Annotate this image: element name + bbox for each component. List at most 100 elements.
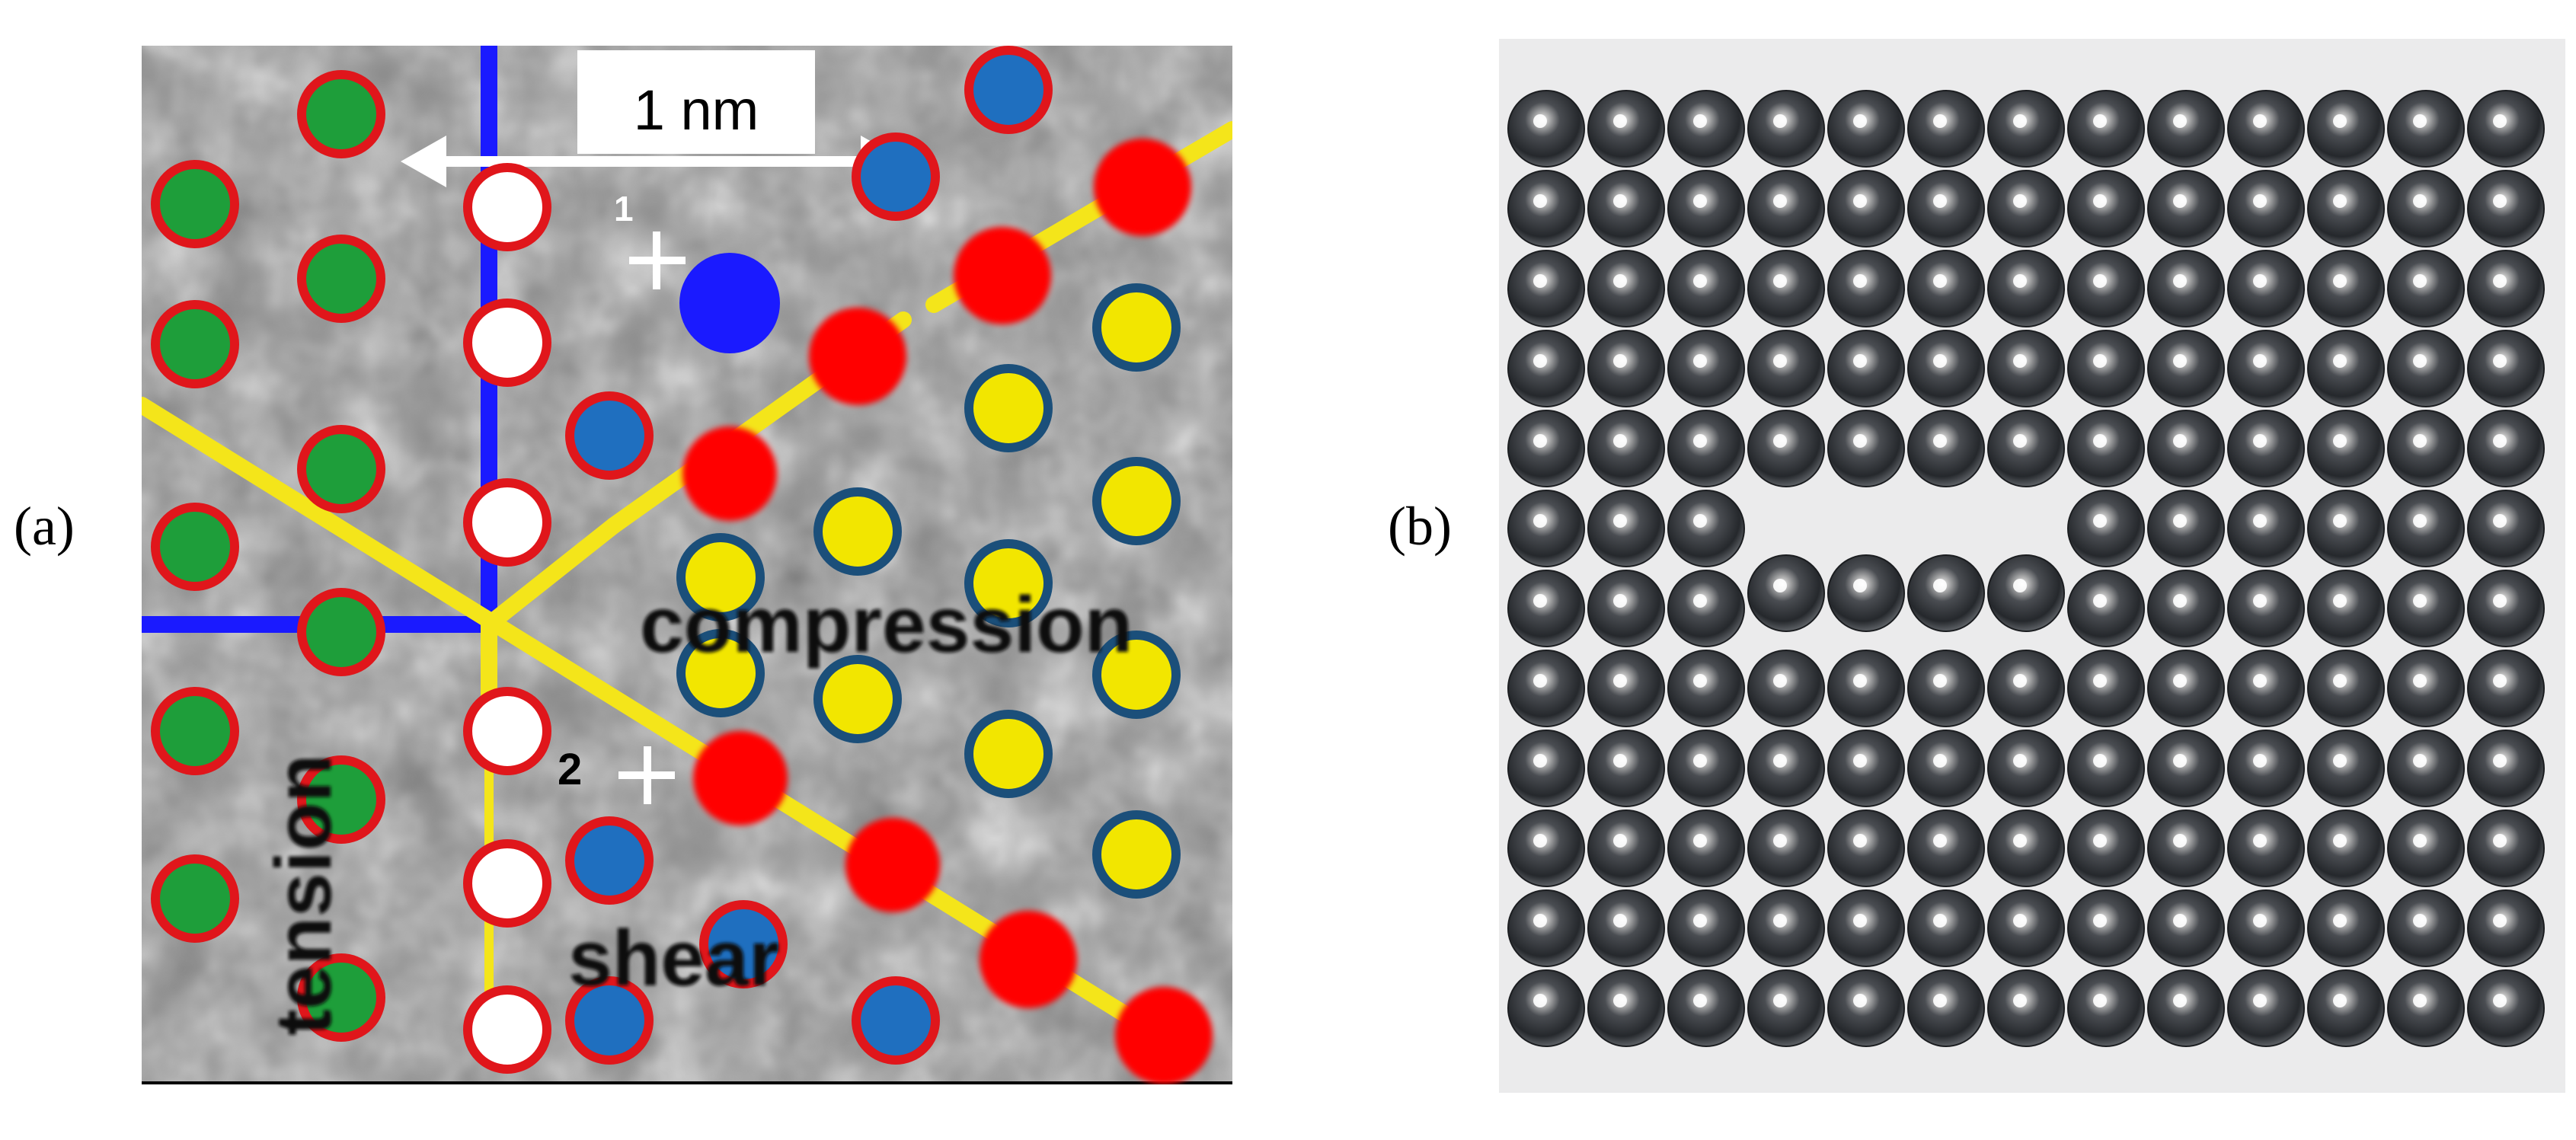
steel-ball — [2227, 570, 2305, 647]
steel-ball — [2467, 809, 2545, 887]
steel-ball — [1987, 330, 2065, 407]
panel-a-label: (a) — [14, 496, 75, 557]
yellow-branch-up — [481, 517, 622, 633]
steel-ball — [1907, 730, 1985, 807]
red-atoms — [682, 139, 1213, 1084]
steel-ball — [1507, 650, 1585, 727]
panel-a-hrtem-image: 1 nm — [142, 46, 1232, 1084]
steel-ball — [1587, 889, 1665, 967]
steel-ball — [1987, 410, 2065, 487]
steel-ball — [2147, 410, 2225, 487]
steel-ball — [2227, 809, 2305, 887]
steel-ball — [2067, 170, 2145, 247]
steel-ball — [1507, 490, 1585, 567]
steel-ball — [1667, 730, 1745, 807]
steel-ball — [1667, 889, 1745, 967]
steel-ball — [2307, 809, 2385, 887]
marker-1: 1 — [614, 189, 686, 289]
steel-ball — [2147, 969, 2225, 1047]
steel-ball — [1587, 809, 1665, 887]
steel-ball — [2227, 90, 2305, 168]
steel-ball — [2307, 170, 2385, 247]
steel-ball — [1827, 410, 1905, 487]
region-labels: compression shear tension — [260, 581, 1133, 1036]
steel-ball — [2387, 570, 2465, 647]
steel-ball — [2147, 250, 2225, 327]
steel-ball — [2387, 490, 2465, 567]
steel-ball — [1507, 170, 1585, 247]
steel-ball — [2307, 889, 2385, 967]
steel-ball — [1587, 90, 1665, 168]
steel-ball — [2467, 650, 2545, 727]
white-atoms — [463, 163, 551, 1074]
steel-ball — [1827, 650, 1905, 727]
steel-ball — [2387, 730, 2465, 807]
yellow-atoms — [676, 283, 1181, 899]
steel-ball — [2147, 809, 2225, 887]
steel-ball — [1587, 250, 1665, 327]
steel-ball — [2307, 90, 2385, 168]
steel-ball — [1587, 170, 1665, 247]
steel-ball — [1907, 554, 1985, 632]
marker-2: 2 — [558, 745, 675, 804]
steel-ball — [2307, 410, 2385, 487]
steel-ball — [1987, 730, 2065, 807]
steel-ball — [2307, 969, 2385, 1047]
steel-ball — [1907, 90, 1985, 168]
steel-ball — [1587, 410, 1665, 487]
steel-ball — [1507, 410, 1585, 487]
steel-ball — [2067, 490, 2145, 567]
steel-ball — [2307, 490, 2385, 567]
steel-ball — [2387, 330, 2465, 407]
steel-ball — [1907, 889, 1985, 967]
steel-ball — [1907, 250, 1985, 327]
steel-ball — [1667, 330, 1745, 407]
steel-ball — [1907, 809, 1985, 887]
panel-a-svg: 1 nm — [142, 46, 1232, 1084]
steel-ball — [2067, 330, 2145, 407]
label-tension: tension — [260, 754, 348, 1036]
steel-ball — [1667, 90, 1745, 168]
steel-ball — [1907, 969, 1985, 1047]
steel-ball — [2147, 490, 2225, 567]
steel-ball — [2147, 330, 2225, 407]
steel-ball — [2387, 410, 2465, 487]
steel-ball — [2467, 490, 2545, 567]
steel-ball — [1827, 330, 1905, 407]
steel-ball — [1747, 650, 1825, 727]
steel-ball — [2227, 969, 2305, 1047]
steel-ball — [1987, 170, 2065, 247]
steel-ball — [1987, 650, 2065, 727]
steel-ball — [2227, 490, 2305, 567]
steel-ball — [1587, 969, 1665, 1047]
steel-ball — [2387, 889, 2465, 967]
yellow-dashed-diagonal — [142, 397, 1163, 1041]
steel-ball — [1587, 650, 1665, 727]
steel-ball — [1507, 809, 1585, 887]
steel-ball — [2147, 570, 2225, 647]
steel-ball — [1747, 554, 1825, 632]
green-atoms — [151, 70, 385, 1042]
steel-ball — [1667, 809, 1745, 887]
steel-ball — [1907, 170, 1985, 247]
steel-ball — [1667, 410, 1745, 487]
steel-ball — [2387, 650, 2465, 727]
steel-ball — [1667, 250, 1745, 327]
steel-ball — [2227, 730, 2305, 807]
steel-ball — [2227, 410, 2305, 487]
steel-ball — [1827, 809, 1905, 887]
steel-ball — [2467, 170, 2545, 247]
steel-ball — [1507, 250, 1585, 327]
steel-ball — [2067, 90, 2145, 168]
steel-ball — [1587, 730, 1665, 807]
steel-ball — [1747, 250, 1825, 327]
panel-b-svg — [1499, 39, 2565, 1093]
steel-ball — [1747, 170, 1825, 247]
steel-ball — [1507, 730, 1585, 807]
steel-ball — [1667, 969, 1745, 1047]
steel-ball — [1987, 809, 2065, 887]
scale-bar: 1 nm — [401, 50, 906, 187]
svg-text:2: 2 — [558, 745, 582, 794]
scale-arrow-left — [401, 136, 446, 187]
steel-ball — [2467, 969, 2545, 1047]
